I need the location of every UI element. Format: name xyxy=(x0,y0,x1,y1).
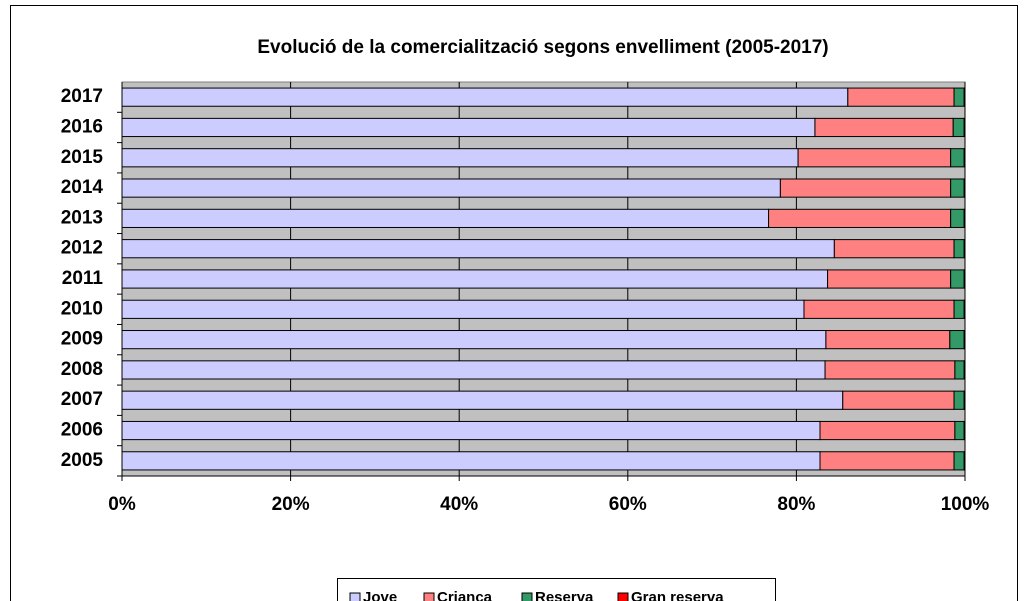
bar-segment xyxy=(953,299,965,319)
y-tick-label: 2014 xyxy=(61,177,104,198)
bar-segment xyxy=(842,390,955,410)
y-tick-label: 2017 xyxy=(61,86,103,107)
legend-label: Gran reserva xyxy=(631,589,724,601)
y-tick-label: 2010 xyxy=(61,298,103,319)
bar-segment xyxy=(121,117,816,138)
legend-swatch xyxy=(423,592,435,601)
bar-segment xyxy=(833,239,955,259)
bar-segment xyxy=(950,178,965,198)
bar-segment xyxy=(963,208,966,228)
y-tick-label: 2015 xyxy=(61,147,104,168)
bar-segment xyxy=(953,87,965,107)
legend-box xyxy=(337,578,776,601)
bar-segment xyxy=(121,148,799,168)
bar-segment xyxy=(963,299,966,319)
x-tick-label: 100% xyxy=(941,494,990,515)
bar-segment xyxy=(963,330,966,350)
bar-segment xyxy=(963,360,966,380)
x-tick-label: 40% xyxy=(440,494,478,515)
bar-segment xyxy=(963,390,966,410)
y-tick-label: 2006 xyxy=(61,420,103,441)
bar-segment xyxy=(121,451,821,471)
bar-segment xyxy=(825,330,951,350)
bar-segment xyxy=(121,390,844,410)
y-tick-label: 2013 xyxy=(61,207,103,228)
y-tick-label: 2007 xyxy=(61,389,103,410)
y-tick-label: 2011 xyxy=(62,268,104,289)
bar-segment xyxy=(953,451,965,471)
legend-swatch xyxy=(521,592,533,601)
bar-segment xyxy=(847,87,955,107)
x-tick-label: 0% xyxy=(108,494,136,515)
bar-segment xyxy=(121,208,770,228)
bar-segment xyxy=(819,451,955,471)
y-tick-label: 2005 xyxy=(61,450,104,471)
y-tick-label: 2012 xyxy=(61,238,103,259)
bar-segment xyxy=(121,178,781,198)
bar-segment xyxy=(963,239,966,259)
legend-label: Criança xyxy=(437,589,493,601)
y-tick-label: 2016 xyxy=(61,116,103,137)
bar-segment xyxy=(121,269,829,289)
bar-segment xyxy=(963,451,966,471)
bar-segment xyxy=(953,239,965,259)
bar-segment xyxy=(121,360,826,380)
bar-segment xyxy=(121,420,821,441)
x-tick-label: 80% xyxy=(777,494,815,515)
legend-swatch xyxy=(617,592,629,601)
bar-segment xyxy=(768,208,952,228)
bar-segment xyxy=(963,420,966,441)
bar-segment xyxy=(963,178,966,198)
chart-title: Evolució de la comercialització segons e… xyxy=(257,37,828,58)
bar-segment xyxy=(814,117,954,138)
y-tick-label: 2008 xyxy=(61,359,103,380)
bar-segment xyxy=(954,420,965,441)
bar-segment xyxy=(953,390,965,410)
y-tick-label: 2009 xyxy=(61,329,103,350)
legend-label: Reserva xyxy=(535,589,594,601)
bar-segment xyxy=(963,269,966,289)
legend-label: Jove xyxy=(363,589,397,601)
bar-segment xyxy=(950,269,965,289)
legend-swatch xyxy=(349,592,361,601)
x-tick-label: 20% xyxy=(272,494,310,515)
bar-segment xyxy=(797,148,952,168)
bar-segment xyxy=(963,87,966,107)
bar-segment xyxy=(824,360,956,380)
bar-segment xyxy=(952,117,965,138)
bar-segment xyxy=(963,117,966,138)
bar-segment xyxy=(954,360,965,380)
bar-segment xyxy=(803,299,955,319)
bar-segment xyxy=(950,148,965,168)
bar-segment xyxy=(949,330,965,350)
bar-segment xyxy=(121,87,849,107)
bar-segment xyxy=(121,299,805,319)
bar-segment xyxy=(121,239,835,259)
x-tick-label: 60% xyxy=(609,494,647,515)
bar-segment xyxy=(963,148,966,168)
bar-segment xyxy=(950,208,965,228)
bar-segment xyxy=(827,269,952,289)
bar-segment xyxy=(819,420,956,441)
bar-segment xyxy=(121,330,827,350)
bar-segment xyxy=(779,178,952,198)
